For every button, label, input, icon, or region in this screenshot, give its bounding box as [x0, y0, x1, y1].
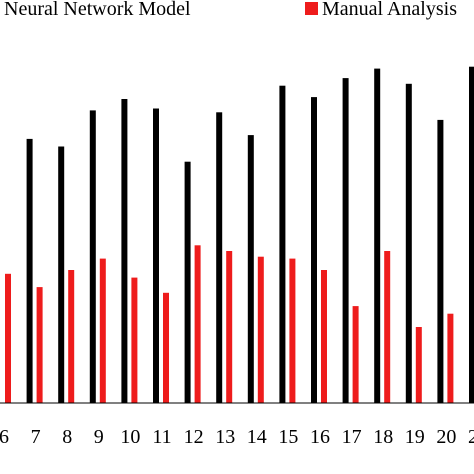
bar-manual-analysis-11	[163, 292, 169, 403]
bar-neural-network-21	[469, 66, 474, 403]
x-tick-label-17: 17	[342, 426, 362, 448]
x-tick-label-6: 6	[0, 426, 9, 448]
chart-legend: Neural Network Model Manual Analysis	[4, 0, 457, 20]
bar-manual-analysis-10	[131, 277, 138, 403]
x-tick-label-21: 21	[468, 426, 474, 448]
bar-neural-network-7	[26, 138, 33, 403]
x-tick-label-9: 9	[94, 426, 104, 448]
bar-group	[5, 66, 474, 404]
bar-neural-network-14	[247, 135, 254, 403]
x-tick-label-18: 18	[373, 426, 393, 448]
bar-manual-analysis-7	[36, 287, 43, 403]
bar-manual-analysis-12	[194, 245, 201, 403]
bar-manual-analysis-17	[352, 306, 359, 403]
bar-neural-network-8	[58, 146, 65, 403]
bar-manual-analysis-13	[226, 251, 233, 403]
x-tick-label-20: 20	[436, 426, 456, 448]
bar-manual-analysis-18	[384, 251, 391, 403]
bar-manual-analysis-16	[321, 270, 327, 403]
bar-manual-analysis-8	[68, 270, 75, 403]
bar-neural-network-12	[184, 161, 191, 403]
bar-manual-analysis-20	[447, 313, 454, 403]
bar-manual-analysis-14	[257, 256, 264, 403]
legend-label-manual-analysis: Manual Analysis	[322, 0, 457, 20]
x-tick-label-19: 19	[405, 426, 425, 448]
x-tick-label-8: 8	[62, 426, 72, 448]
bar-manual-analysis-9	[99, 258, 106, 403]
bar-neural-network-15	[279, 85, 286, 403]
bar-neural-network-19	[405, 83, 412, 404]
legend-label-neural-network: Neural Network Model	[4, 0, 191, 20]
x-tick-label-10: 10	[120, 426, 140, 448]
legend-swatch-manual-analysis	[305, 2, 318, 15]
x-tick-label-7: 7	[31, 426, 41, 448]
x-tick-label-11: 11	[152, 426, 171, 448]
x-tick-label-15: 15	[278, 426, 298, 448]
bar-neural-network-13	[216, 112, 223, 404]
x-tick-label-16: 16	[310, 426, 330, 448]
bar-manual-analysis-6	[5, 273, 11, 403]
bar-neural-network-16	[311, 97, 317, 403]
bar-neural-network-20	[437, 119, 444, 404]
bar-neural-network-18	[374, 68, 381, 403]
bar-neural-network-9	[89, 110, 96, 404]
bar-manual-analysis-15	[289, 258, 296, 403]
bar-manual-analysis-19	[415, 327, 422, 403]
bar-neural-network-10	[121, 99, 128, 403]
bar-neural-network-11	[153, 108, 159, 403]
bar-neural-network-17	[342, 78, 349, 403]
x-tick-label-12: 12	[184, 426, 204, 448]
x-tick-label-14: 14	[247, 426, 267, 448]
x-tick-label-13: 13	[215, 426, 235, 448]
